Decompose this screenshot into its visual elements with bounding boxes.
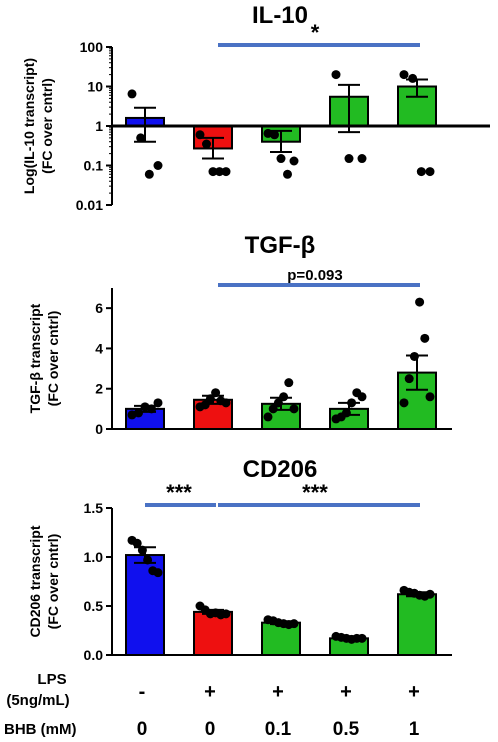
y-tick-label: 1 [95, 118, 103, 134]
y-axis-label: TGF-β transcript (FC over cntrl) [27, 303, 61, 413]
data-point [208, 167, 218, 177]
data-point [215, 167, 224, 177]
bhb-value-label: 0 [137, 719, 148, 740]
lps-row-label-line1: LPS [37, 671, 66, 688]
data-point [205, 394, 215, 404]
data-point [136, 133, 146, 143]
data-point [221, 167, 231, 177]
y-tick-label: 10 [87, 79, 103, 95]
data-point [289, 156, 299, 166]
bhb-row-label: BHB (mM) [4, 721, 77, 738]
y-tick-label: 0.5 [84, 598, 104, 614]
chart-title: IL-10 [252, 2, 308, 29]
bhb-value-label: 0.1 [265, 719, 292, 740]
data-point [341, 408, 351, 418]
y-tick-label: 0 [95, 421, 103, 437]
panel-il10: IL-10 Log(IL-10 transcript) (FC over cntrl… [21, 2, 490, 213]
y-tick-label: 100 [80, 39, 104, 55]
y-axis-label: CD206 transcript (FC over cntrl) [27, 525, 61, 637]
y-tick-label: 2 [95, 381, 103, 397]
chart-title: TGF-β [245, 232, 316, 259]
y-axis-label-line1: CD206 transcript [27, 525, 43, 637]
data-point [415, 297, 425, 307]
data-point [221, 398, 231, 408]
data-point [404, 374, 414, 384]
data-point [143, 555, 153, 565]
y-axis-label-line2: (FC over cntrl) [45, 534, 61, 630]
data-point [425, 589, 435, 599]
data-point [211, 388, 221, 398]
y-tick-label: 0.0 [84, 647, 104, 663]
panel-cd206: CD206 CD206 transcript (FC over cntrl) 0.0 0… [27, 456, 452, 663]
significance-label: p=0.093 [287, 267, 342, 284]
data-point [357, 392, 367, 402]
data-point [289, 619, 299, 629]
lps-value-label: + [272, 681, 284, 703]
significance-label: *** [302, 480, 328, 505]
y-tick-label: 0.1 [84, 158, 104, 174]
y-axis-label-line1: TGF-β transcript [27, 303, 43, 413]
bhb-value-label: 0.5 [333, 719, 360, 740]
y-tick-label: 1.0 [84, 549, 104, 565]
data-point [399, 398, 409, 408]
data-point [263, 412, 273, 422]
data-point [270, 130, 279, 140]
data-point [144, 169, 154, 179]
data-point [221, 609, 231, 619]
data-point [200, 400, 210, 410]
data-point [153, 398, 163, 408]
data-point [195, 130, 205, 140]
data-point [416, 167, 426, 177]
lps-value-label: - [139, 681, 146, 703]
data-point [153, 568, 163, 578]
data-point [276, 154, 286, 164]
data-point [347, 398, 357, 408]
data-point [357, 154, 367, 164]
bhb-value-label: 0 [205, 719, 216, 740]
data-point [279, 392, 289, 402]
data-point [273, 398, 283, 408]
data-point [132, 538, 142, 548]
data-point [289, 404, 299, 414]
data-point [153, 161, 163, 170]
bar [193, 610, 233, 657]
bhb-value-label: 1 [409, 719, 420, 740]
data-point [127, 89, 137, 99]
panel-tgfb: TGF-β TGF-β transcript (FC over cntrl) 0 2 4 6… [27, 232, 452, 437]
y-tick-label: 6 [95, 300, 103, 316]
data-point [137, 545, 147, 555]
data-point [202, 139, 211, 149]
data-point [425, 167, 435, 177]
y-tick-label: 4 [95, 340, 103, 356]
y-axis-label-line2: (FC over cntrl) [39, 78, 55, 174]
significance-label: *** [166, 480, 192, 505]
significance-label: * [311, 20, 320, 45]
data-point [408, 73, 418, 83]
data-point [134, 408, 143, 418]
data-point [283, 169, 292, 179]
y-axis-label: Log(IL-10 transcript) (FC over cntrl) [21, 58, 55, 194]
data-point [399, 70, 409, 80]
lps-value-label: + [340, 681, 352, 703]
data-point [268, 404, 278, 414]
data-point [357, 633, 367, 643]
x-group-labels: LPS (5ng/mL) BHB (mM) - 0 +0 +0.1 +0.5 +1 [4, 671, 420, 740]
y-axis-label-line1: Log(IL-10 transcript) [21, 58, 37, 194]
lps-row-label-line2: (5ng/mL) [6, 692, 69, 709]
data-point [284, 378, 294, 388]
y-tick-label: 0.01 [76, 197, 103, 213]
data-point [409, 351, 419, 361]
data-point [344, 154, 354, 164]
chart-title: CD206 [243, 456, 318, 483]
data-point [331, 70, 341, 80]
data-point [147, 404, 156, 414]
lps-value-label: + [408, 681, 420, 703]
bar [397, 593, 437, 656]
data-point [420, 333, 430, 343]
data-point [425, 392, 435, 402]
y-tick-label: 1.5 [84, 500, 104, 516]
y-axis-label-line2: (FC over cntrl) [45, 311, 61, 407]
lps-value-label: + [204, 681, 216, 703]
